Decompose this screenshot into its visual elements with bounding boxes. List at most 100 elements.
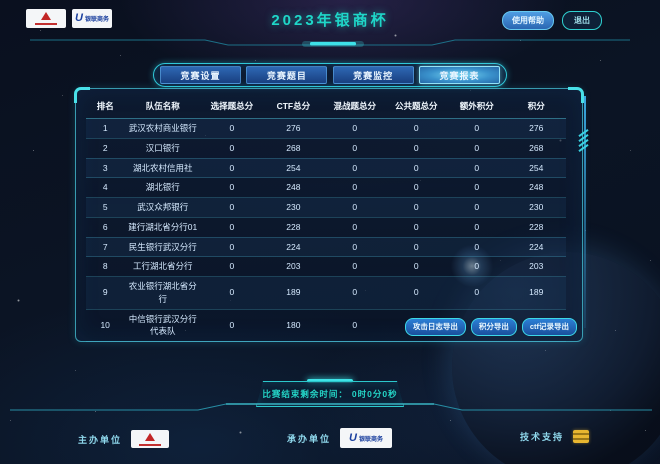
table-cell: 268 [286,142,301,153]
table-cell: 0 [229,221,235,232]
panel-side-accent-decoration [584,96,586,328]
table-cell: 0 [352,142,358,153]
table-cell: 0 [413,182,419,193]
table-cell: 0 [413,221,419,232]
table-cell: 228 [529,221,544,232]
header-buttons: 使用帮助 退出 [502,11,602,30]
table-cell: 0 [474,221,480,232]
column-header: 额外积分 [459,101,494,111]
table-cell: 0 [413,202,419,212]
table-cell: 0 [474,142,480,153]
table-cell: 254 [529,162,544,173]
tab-questions[interactable]: 竞赛题目 [246,66,328,84]
table-cell: 189 [286,287,301,298]
table-cell: 0 [229,287,235,298]
support-label: 技术支持 [520,432,565,442]
table-cell: 0 [474,182,480,193]
table-cell: 武汉众邦银行 [137,202,189,212]
table-row: 5 武汉众邦银行 0 230 0 0 0 230 [86,197,566,218]
host-label: 主办单位 [78,434,123,445]
table-row: 4 湖北银行 0 248 0 0 0 248 [86,178,566,198]
report-panel: 排名 队伍名称 选择题总分 CTF总分 混战题总分 公共题总分 额外积分 积分 1 武汉农村商业… [74,87,584,342]
table-cell: 230 [286,202,301,212]
table-cell: 0 [229,241,235,252]
help-button[interactable]: 使用帮助 [502,11,554,30]
panel-corner-decoration [568,87,584,103]
table-cell: 0 [352,182,358,193]
timer-value: 0时0分0秒 [351,389,398,399]
table-cell: 10 [100,319,110,330]
column-header: 选择题总分 [210,101,254,111]
countdown-timer: 比赛结束剩余时间： 0时0分0秒 [256,381,404,407]
table-cell: 0 [229,319,235,330]
table-cell: 汉口银行 [145,142,180,153]
table-cell: 工行湖北省分行 [133,261,193,272]
organizer-unionpay-logo-icon: U 银联商务 [340,428,393,448]
table-cell: 5 [102,202,108,212]
table-cell: 湖北农村信用社 [133,162,193,173]
table-cell: 1 [102,123,108,133]
header-logos: U 银联商务 [26,9,112,28]
table-row: 1 武汉农村商业银行 0 276 0 0 0 276 [86,118,566,139]
table-cell: 0 [474,287,480,298]
bank-triangle-icon [41,12,51,20]
score-export-button[interactable]: 积分导出 [470,318,517,336]
column-header: 积分 [527,101,545,111]
table-cell: 7 [102,241,108,252]
exit-button[interactable]: 退出 [562,11,602,30]
attack-log-export-button[interactable]: 攻击日志导出 [404,318,466,336]
table-cell: 0 [229,182,235,193]
table-cell: 0 [229,162,235,173]
table-cell: 0 [352,202,358,212]
table-cell: 0 [474,162,480,173]
table-row: 8 工行湖北省分行 0 203 0 0 0 203 [86,257,566,277]
table-row: 9 农业银行湖北省分行 0 189 0 0 0 189 [86,276,566,309]
table-cell: 4 [102,182,108,193]
table-cell: 0 [229,123,235,133]
table-row: 2 汉口银行 0 268 0 0 0 268 [86,138,566,158]
table-cell: 武汉农村商业银行 [128,123,197,133]
ctf-record-export-button[interactable]: ctf记录导出 [521,318,577,336]
table-cell: 0 [413,241,419,252]
table-cell: 0 [474,202,480,212]
table-cell: 0 [229,142,235,153]
table-cell: 0 [352,241,358,252]
table-cell: 254 [286,162,301,173]
table-cell: 276 [286,123,301,133]
column-header: 排名 [96,101,114,111]
page-title: 2023年银商杯 [271,12,389,29]
table-cell: 268 [529,142,544,153]
table-cell: 230 [529,202,544,212]
table-cell: 0 [352,319,358,330]
table-cell: 0 [413,162,419,173]
table-cell: 189 [529,287,544,298]
organizer-label: 承办单位 [287,433,332,444]
table-cell: 0 [413,287,419,298]
tech-support-unit: 技术支持 [520,430,590,443]
table-cell: 203 [529,261,544,272]
table-cell: 276 [529,123,544,133]
table-cell: 湖北银行 [145,182,180,193]
column-header: 队伍名称 [145,101,180,111]
table-row: 6 建行湖北省分行01 0 228 0 0 0 228 [86,217,566,237]
table-header-row: 排名 队伍名称 选择题总分 CTF总分 混战题总分 公共题总分 额外积分 积分 [86,93,566,119]
timer-label: 比赛结束剩余时间： [262,389,348,399]
table-cell: 248 [286,182,301,193]
table-cell: 9 [102,287,108,298]
table-body: 1 武汉农村商业银行 0 276 0 0 0 276 2 汉口银行 0 268 0 0 0 268 3 湖北农村信… [86,118,566,342]
tab-monitor[interactable]: 竞赛监控 [332,66,414,84]
bank-emblem-icon [26,9,66,28]
table-cell: 2 [102,142,108,153]
table-cell: 农业银行湖北省分行 [128,281,197,304]
organizer-unit: 承办单位 U 银联商务 [287,428,393,448]
column-header: 混战题总分 [333,101,377,111]
tab-bar: 竞赛设置 竞赛题目 竞赛监控 竞赛报表 [153,63,507,87]
table-cell: 248 [529,182,544,193]
table-cell: 224 [529,241,544,252]
table-cell: 0 [352,261,358,272]
tab-settings[interactable]: 竞赛设置 [160,66,241,84]
table-cell: 建行湖北省分行01 [128,221,198,232]
table-cell: 0 [229,261,235,272]
tab-reports[interactable]: 竞赛报表 [418,66,500,84]
table-cell: 3 [102,162,108,173]
